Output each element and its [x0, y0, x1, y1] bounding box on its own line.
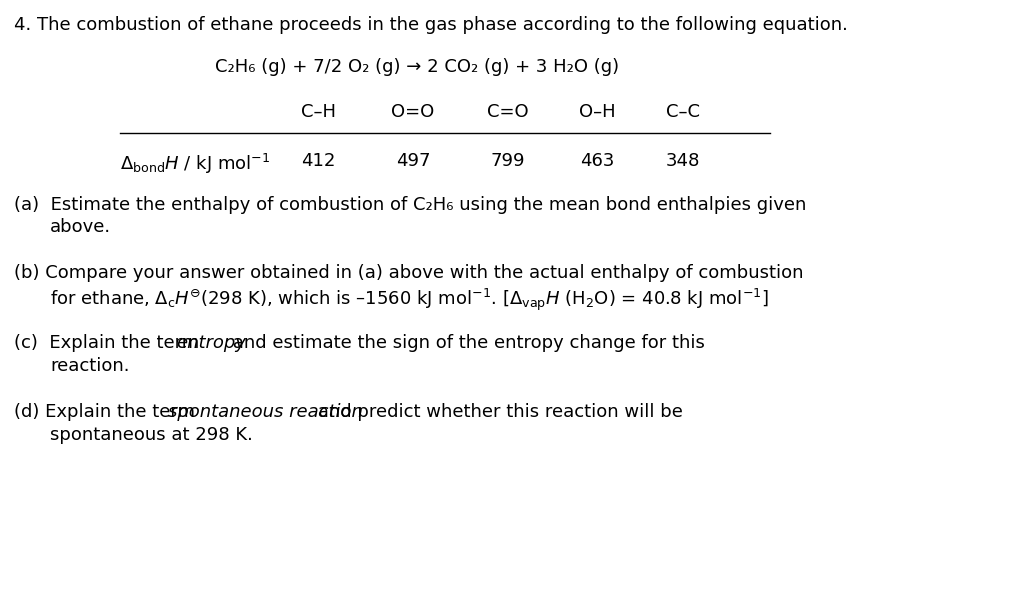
Text: for ethane, $\Delta_{\mathrm{c}}H^{\ominus}$(298 K), which is –1560 kJ mol$^{-1}: for ethane, $\Delta_{\mathrm{c}}H^{\omin… — [50, 287, 769, 313]
Text: and estimate the sign of the entropy change for this: and estimate the sign of the entropy cha… — [227, 334, 706, 352]
Text: C–H: C–H — [300, 103, 336, 121]
Text: 4. The combustion of ethane proceeds in the gas phase according to the following: 4. The combustion of ethane proceeds in … — [14, 16, 848, 34]
Text: (a)  Estimate the enthalpy of combustion of C₂H₆ using the mean bond enthalpies : (a) Estimate the enthalpy of combustion … — [14, 196, 806, 214]
Text: C=O: C=O — [487, 103, 528, 121]
Text: 412: 412 — [301, 152, 335, 170]
Text: spontaneous reaction: spontaneous reaction — [168, 403, 364, 421]
Text: C₂H₆ (g) + 7/2 O₂ (g) → 2 CO₂ (g) + 3 H₂O (g): C₂H₆ (g) + 7/2 O₂ (g) → 2 CO₂ (g) + 3 H₂… — [215, 58, 620, 76]
Text: 463: 463 — [580, 152, 614, 170]
Text: 348: 348 — [666, 152, 700, 170]
Text: and predict whether this reaction will be: and predict whether this reaction will b… — [312, 403, 683, 421]
Text: (b) Compare your answer obtained in (a) above with the actual enthalpy of combus: (b) Compare your answer obtained in (a) … — [14, 264, 804, 282]
Text: O–H: O–H — [579, 103, 615, 121]
Text: $\Delta_{\mathrm{bond}}H$ / kJ mol$^{-1}$: $\Delta_{\mathrm{bond}}H$ / kJ mol$^{-1}… — [120, 152, 270, 176]
Text: O=O: O=O — [391, 103, 434, 121]
Text: (c)  Explain the term: (c) Explain the term — [14, 334, 205, 352]
Text: 799: 799 — [490, 152, 525, 170]
Text: (d) Explain the term: (d) Explain the term — [14, 403, 201, 421]
Text: above.: above. — [50, 218, 112, 236]
Text: reaction.: reaction. — [50, 357, 129, 375]
Text: C–C: C–C — [666, 103, 700, 121]
Text: 497: 497 — [395, 152, 430, 170]
Text: spontaneous at 298 K.: spontaneous at 298 K. — [50, 426, 253, 444]
Text: entropy: entropy — [176, 334, 246, 352]
